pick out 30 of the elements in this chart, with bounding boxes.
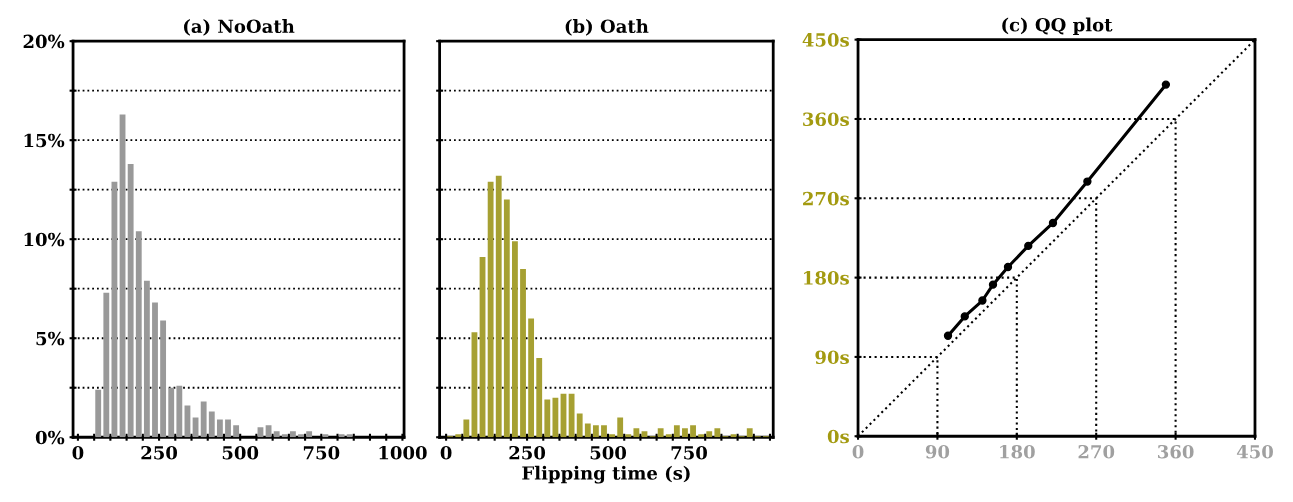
y-tick-label: 5% (36, 331, 65, 346)
x-tick-label: 360 (1158, 444, 1194, 459)
x-tick-label: 450 (1236, 444, 1273, 459)
x-tick-label: 0 (72, 445, 84, 460)
x-tick-label: 750 (671, 445, 707, 460)
x-tick-label: 500 (222, 445, 259, 460)
x-tick-label: 270 (1078, 444, 1115, 459)
chart-title: (a) NoOath (184, 19, 295, 36)
y-tick-label: 0s (827, 429, 849, 444)
x-tick-label: 250 (509, 445, 546, 460)
x-tick-label: 750 (303, 445, 340, 460)
y-tick-label: 90s (815, 350, 849, 365)
y-tick-label: 180s (804, 271, 849, 285)
x-axis-title: Flipping time (s) (522, 465, 690, 484)
y-tick-label: 0% (35, 430, 65, 445)
y-tick-label: 15% (24, 133, 65, 148)
y-tick-label: 20% (23, 34, 65, 49)
x-tick-label: 500 (590, 445, 627, 460)
y-tick-label: 270s (803, 191, 849, 206)
x-tick-label: 0 (852, 444, 864, 459)
chart-title: (c) QQ plot (1002, 17, 1113, 36)
x-tick-label: 0 (440, 445, 452, 460)
x-tick-label: 180 (1000, 444, 1035, 459)
chart-title: (b) Oath (565, 19, 649, 36)
x-tick-label: 1000 (379, 445, 427, 460)
y-tick-label: 450s (802, 33, 849, 47)
y-tick-label: 10% (24, 232, 65, 247)
x-tick-label: 90 (925, 444, 950, 459)
y-tick-label: 360s (803, 112, 849, 127)
x-tick-label: 250 (141, 445, 178, 460)
